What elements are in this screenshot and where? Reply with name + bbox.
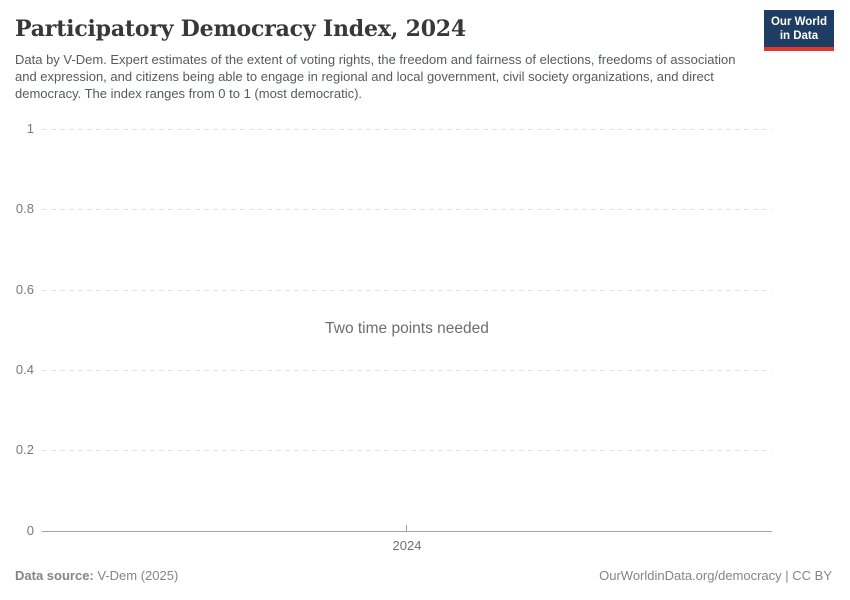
gridline-0_2: [42, 450, 772, 451]
owid-logo-line1: Our World: [770, 16, 827, 28]
chart-header: Participatory Democracy Index, 2024 Data…: [15, 16, 835, 102]
y-tick-label: 0.8: [15, 201, 34, 216]
owid-logo[interactable]: Our World in Data: [763, 10, 834, 51]
gridline-1: [42, 129, 772, 130]
gridline-0_8: [42, 209, 772, 210]
chart-footer: Data source: V-Dem (2025) OurWorldinData…: [15, 568, 832, 583]
chart-title: Participatory Democracy Index, 2024: [15, 16, 467, 42]
gridline-0_4: [42, 370, 772, 371]
chart-subtitle: Data by V-Dem. Expert estimates of the e…: [15, 52, 736, 101]
y-tick-label: 0: [26, 523, 34, 538]
owid-credit-link[interactable]: OurWorldinData.org/democracy | CC BY: [599, 568, 832, 583]
y-tick-label: 0.2: [15, 442, 34, 457]
y-tick-label: 0.6: [15, 282, 34, 297]
y-tick-label: 0.4: [15, 362, 34, 377]
x-axis-line: [42, 531, 772, 532]
data-source-label: Data source:: [15, 568, 94, 583]
empty-state-message: Two time points needed: [325, 320, 489, 337]
x-tick-mark: [406, 525, 407, 531]
y-tick-label: 1: [26, 121, 34, 136]
owid-logo-line2: in Data: [779, 30, 819, 42]
gridline-0_6: [42, 290, 772, 291]
x-tick-label: 2024: [392, 538, 422, 553]
data-source-value: V-Dem (2025): [97, 568, 179, 583]
data-source: Data source: V-Dem (2025): [15, 568, 178, 583]
